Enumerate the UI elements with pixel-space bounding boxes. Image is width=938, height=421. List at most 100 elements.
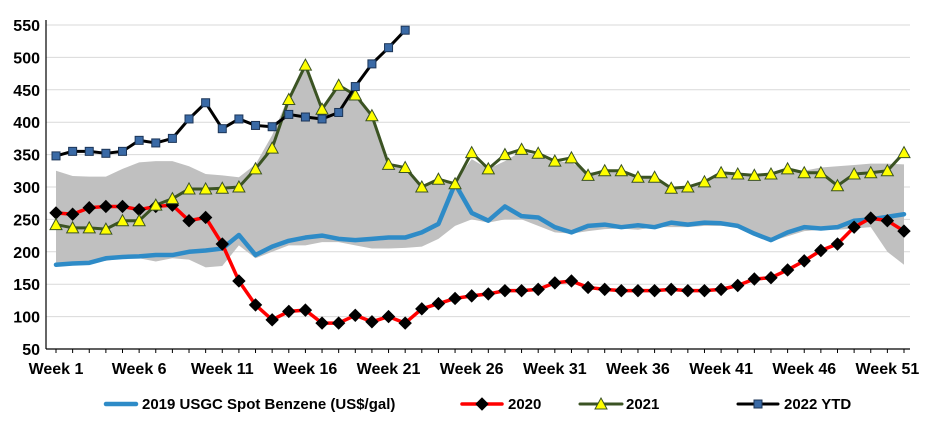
data-point-2021-week-45 [780, 161, 795, 175]
data-point-2020-week-51 [880, 213, 895, 228]
legend-item-2021: 2021 [578, 396, 659, 413]
data-point-2020-week-47 [814, 243, 828, 258]
data-point-2021-week-34 [597, 163, 612, 177]
x-tick-label-26: Week 26 [440, 361, 504, 378]
data-point-2021-week-4 [99, 222, 113, 235]
series-line-2020 [54, 203, 906, 325]
series-line-2021 [54, 63, 906, 231]
legend-item-2020: 2020 [460, 396, 541, 413]
data-point-2020-week-31 [548, 276, 562, 290]
series-lines [53, 28, 907, 325]
data-point-2020-week-30 [531, 282, 545, 297]
data-point-2020-week-41 [714, 282, 728, 297]
data-point-2020-week-40 [697, 283, 712, 298]
data-point-2020-week-25 [448, 291, 462, 306]
legend-label-2019: 2019 USGC Spot Benzene (US$/gal) [142, 396, 395, 413]
data-point-2020-week-15 [282, 304, 296, 319]
data-point-2022-week-2 [68, 146, 78, 156]
data-point-2021-week-23 [414, 179, 429, 193]
data-point-2021-week-33 [581, 168, 595, 181]
x-tick-label-51: Week 51 [855, 361, 919, 378]
data-point-2020-week-17 [315, 316, 329, 330]
data-point-2022-week-16 [300, 112, 310, 122]
y-tick-label-200: 200 [13, 245, 40, 262]
data-point-2021-week-40 [697, 174, 712, 188]
y-tick-label-300: 300 [13, 180, 40, 197]
data-point-2021-week-13 [248, 161, 263, 175]
data-point-2020-week-28 [498, 283, 512, 298]
data-point-2021-week-2 [65, 220, 80, 234]
y-tick-label-550: 550 [13, 18, 40, 35]
data-point-2021-week-41 [714, 165, 728, 179]
data-point-2021-week-5 [115, 213, 130, 227]
data-point-2020-week-3 [82, 201, 96, 215]
x-tick-label-11: Week 11 [191, 361, 254, 378]
data-point-2020-week-21 [381, 309, 396, 324]
data-point-2021-week-32 [564, 150, 579, 164]
data-point-2020-week-19 [348, 308, 363, 323]
data-point-2022-week-22 [400, 25, 410, 35]
data-point-2021-week-38 [664, 181, 679, 194]
legend: 2019 USGC Spot Benzene (US$/gal) 2020 2021… [103, 396, 851, 413]
data-point-2020-week-39 [681, 283, 695, 298]
data-point-2020-week-10 [198, 210, 213, 225]
data-point-2021-week-15 [281, 92, 296, 106]
data-point-2021-week-51 [880, 163, 895, 177]
data-point-2021-week-52 [897, 145, 911, 159]
y-tick-label-100: 100 [13, 310, 40, 327]
data-point-2021-week-21 [381, 157, 396, 170]
data-point-2021-week-26 [464, 145, 479, 159]
legend-item-2019: 2019 USGC Spot Benzene (US$/gal) [103, 396, 395, 413]
data-point-2021-week-3 [82, 220, 97, 234]
y-tick-label-400: 400 [13, 115, 40, 132]
data-point-2021-week-43 [747, 168, 762, 181]
legend-item-2022: 2022 YTD [736, 396, 851, 413]
data-point-2022-week-7 [151, 138, 161, 148]
data-point-2022-week-17 [317, 114, 327, 124]
data-point-2022-week-12 [234, 114, 244, 124]
data-point-2020-week-12 [232, 274, 246, 288]
data-point-2021-week-46 [797, 165, 812, 179]
data-point-2020-week-35 [614, 283, 629, 298]
data-point-2022-week-4 [101, 148, 111, 158]
data-point-2020-week-38 [664, 282, 678, 297]
data-point-2020-week-43 [747, 272, 762, 286]
data-point-2022-week-5 [118, 146, 128, 156]
data-point-2020-week-29 [514, 283, 529, 298]
data-point-2021-week-39 [681, 179, 695, 193]
data-point-2022-week-8 [167, 133, 177, 143]
series-line-2022 [54, 28, 407, 158]
data-point-2021-week-25 [448, 176, 462, 190]
data-point-2021-week-44 [764, 166, 778, 180]
y-tick-label-500: 500 [13, 50, 40, 67]
x-tick-label-16: Week 16 [274, 361, 338, 378]
data-point-2020-week-46 [797, 254, 811, 268]
data-point-2020-week-45 [780, 263, 795, 277]
data-point-2021-week-7 [148, 198, 163, 211]
data-point-2021-week-8 [165, 191, 180, 205]
data-point-2020-week-14 [265, 313, 279, 327]
data-point-2022-week-14 [267, 122, 277, 132]
data-point-2021-week-42 [730, 166, 745, 180]
data-point-2021-week-14 [265, 141, 279, 154]
data-point-2022-week-10 [201, 98, 211, 108]
data-point-2021-week-12 [232, 179, 246, 193]
data-point-2022-week-1 [51, 151, 61, 161]
data-point-2020-week-18 [331, 316, 346, 330]
data-point-2020-week-44 [764, 271, 778, 285]
data-point-2021-week-9 [182, 181, 196, 195]
data-point-2022-week-3 [84, 146, 94, 156]
x-tick-label-36: Week 36 [606, 361, 670, 378]
data-point-2021-week-47 [814, 165, 828, 179]
data-point-2020-week-32 [564, 274, 579, 288]
data-point-2021-week-22 [398, 160, 413, 174]
range-band-area [56, 65, 904, 268]
data-point-2021-week-31 [547, 154, 562, 167]
y-tick-label-250: 250 [13, 212, 40, 229]
data-point-2020-week-33 [581, 280, 595, 295]
data-point-2020-week-42 [731, 278, 745, 293]
tick-labels: 50 100 150 200 250 300 350 400 450 500 550 Week 1 We… [13, 18, 919, 378]
legend-marker-2022 [753, 399, 763, 409]
data-point-2021-week-24 [431, 172, 446, 185]
